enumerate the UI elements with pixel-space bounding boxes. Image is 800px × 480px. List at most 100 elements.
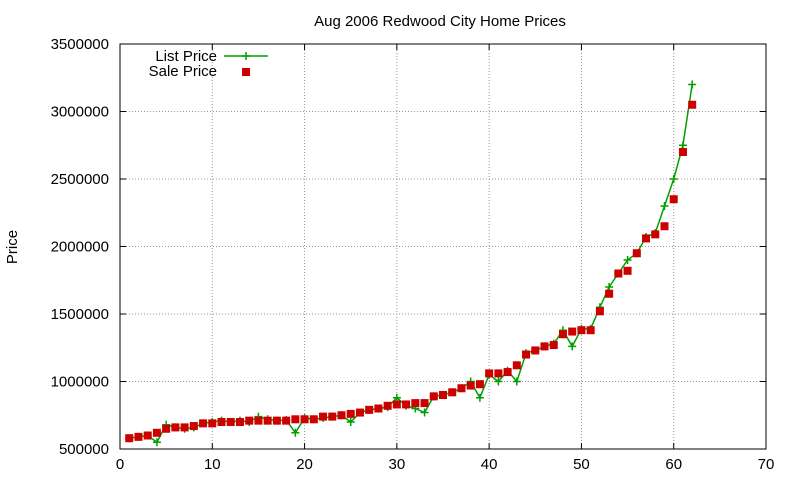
list-price-point bbox=[392, 393, 401, 402]
sale-price-point bbox=[199, 419, 208, 428]
sale-price-point bbox=[605, 289, 614, 298]
x-tick-label: 0 bbox=[116, 456, 124, 473]
y-axis-label: Price bbox=[4, 230, 21, 264]
legend-label-list-price: List Price bbox=[155, 48, 217, 65]
sale-price-point bbox=[448, 388, 457, 397]
y-tick-label: 3000000 bbox=[51, 104, 109, 121]
sale-price-point bbox=[420, 399, 429, 408]
sale-price-point bbox=[226, 418, 235, 426]
sale-price-point bbox=[503, 368, 512, 377]
list-price-line bbox=[129, 84, 693, 444]
sale-price-point bbox=[522, 350, 531, 359]
sale-price-point bbox=[143, 431, 152, 440]
sale-price-point bbox=[512, 361, 521, 370]
sale-price-point bbox=[586, 326, 595, 335]
sale-price-point bbox=[235, 418, 244, 426]
sale-price-point bbox=[355, 408, 364, 417]
list-price-point bbox=[669, 175, 678, 183]
sale-price-point bbox=[134, 432, 143, 441]
sale-price-point bbox=[595, 307, 604, 316]
plot-frame bbox=[119, 43, 767, 450]
sale-price-point bbox=[189, 422, 198, 431]
list-price-point bbox=[420, 408, 429, 417]
list-price-point bbox=[291, 428, 300, 437]
sale-price-point bbox=[577, 326, 586, 335]
y-tick-label: 2500000 bbox=[51, 171, 109, 188]
list-price-point bbox=[512, 377, 521, 386]
sale-price-point bbox=[245, 416, 254, 425]
sale-price-point bbox=[494, 369, 503, 378]
legend-marker-sale-price bbox=[242, 68, 250, 76]
sale-price-point bbox=[466, 381, 475, 390]
sale-price-point bbox=[623, 266, 632, 275]
sale-price-point bbox=[632, 249, 641, 258]
x-tick-label: 30 bbox=[389, 456, 406, 473]
x-tick-label: 50 bbox=[573, 456, 590, 473]
chart-title: Aug 2006 Redwood City Home Prices bbox=[314, 13, 566, 30]
x-tick-label: 20 bbox=[296, 456, 313, 473]
sale-price-point bbox=[429, 392, 438, 401]
sale-price-point bbox=[309, 415, 318, 424]
y-tick-label: 1000000 bbox=[51, 374, 109, 391]
sale-price-point bbox=[346, 409, 355, 418]
list-price-point bbox=[152, 438, 161, 447]
legend: List Price Sale Price bbox=[149, 48, 268, 80]
y-tick-label: 2000000 bbox=[51, 239, 109, 256]
sale-price-point bbox=[319, 412, 328, 421]
legend-marker-list-price bbox=[242, 52, 250, 60]
sale-price-point bbox=[272, 416, 281, 425]
sale-price-point bbox=[558, 330, 567, 339]
sale-price-point bbox=[263, 416, 272, 425]
sale-price-point bbox=[678, 148, 687, 156]
list-price-point bbox=[605, 283, 614, 291]
list-price-point bbox=[623, 256, 632, 264]
sale-price-point bbox=[475, 380, 484, 389]
x-tick-label: 10 bbox=[204, 456, 221, 473]
legend-label-sale-price: Sale Price bbox=[149, 63, 217, 80]
data-series bbox=[125, 80, 697, 447]
sale-price-point bbox=[300, 415, 309, 424]
sale-price-point bbox=[568, 327, 577, 336]
sale-price-point bbox=[402, 400, 411, 409]
sale-price-point bbox=[291, 415, 300, 424]
sale-price-point bbox=[439, 391, 447, 399]
sale-price-point bbox=[337, 411, 346, 420]
list-price-point bbox=[475, 393, 484, 402]
sale-price-point bbox=[392, 400, 401, 409]
list-price-point bbox=[494, 377, 503, 386]
sale-price-point bbox=[540, 342, 549, 351]
sale-price-point bbox=[383, 401, 392, 410]
sale-price-point bbox=[614, 269, 623, 278]
list-price-point bbox=[660, 202, 669, 210]
sale-price-point bbox=[411, 399, 420, 408]
sale-price-point bbox=[549, 341, 558, 350]
sale-price-point bbox=[688, 100, 697, 109]
list-price-point bbox=[688, 80, 697, 89]
grid-lines bbox=[120, 44, 766, 449]
list-price-point bbox=[568, 342, 577, 351]
sale-price-point bbox=[254, 416, 263, 425]
y-tick-label: 3500000 bbox=[51, 36, 109, 53]
sale-price-point bbox=[651, 230, 660, 239]
sale-price-point bbox=[457, 384, 466, 393]
sale-price-point bbox=[642, 234, 651, 243]
sale-price-point bbox=[328, 412, 337, 421]
sale-price-point bbox=[365, 405, 374, 414]
sale-price-point bbox=[180, 423, 189, 432]
sale-price-point bbox=[531, 346, 540, 355]
list-price-point bbox=[678, 141, 687, 150]
sale-price-point bbox=[208, 419, 217, 428]
x-tick-label: 40 bbox=[481, 456, 498, 473]
sale-price-point bbox=[152, 428, 161, 437]
sale-price-point bbox=[374, 404, 383, 413]
y-tick-label: 1500000 bbox=[51, 306, 109, 323]
x-tick-label: 70 bbox=[758, 456, 775, 473]
sale-price-point bbox=[282, 416, 291, 425]
sale-price-point bbox=[485, 369, 494, 378]
sale-price-point bbox=[217, 418, 226, 426]
sale-price-point bbox=[162, 424, 171, 433]
axis-ticks: 0 10 20 30 40 50 60 70 500000 1000000 1500000 20000… bbox=[51, 36, 775, 473]
list-price-point bbox=[346, 418, 355, 426]
y-tick-label: 500000 bbox=[59, 441, 109, 458]
